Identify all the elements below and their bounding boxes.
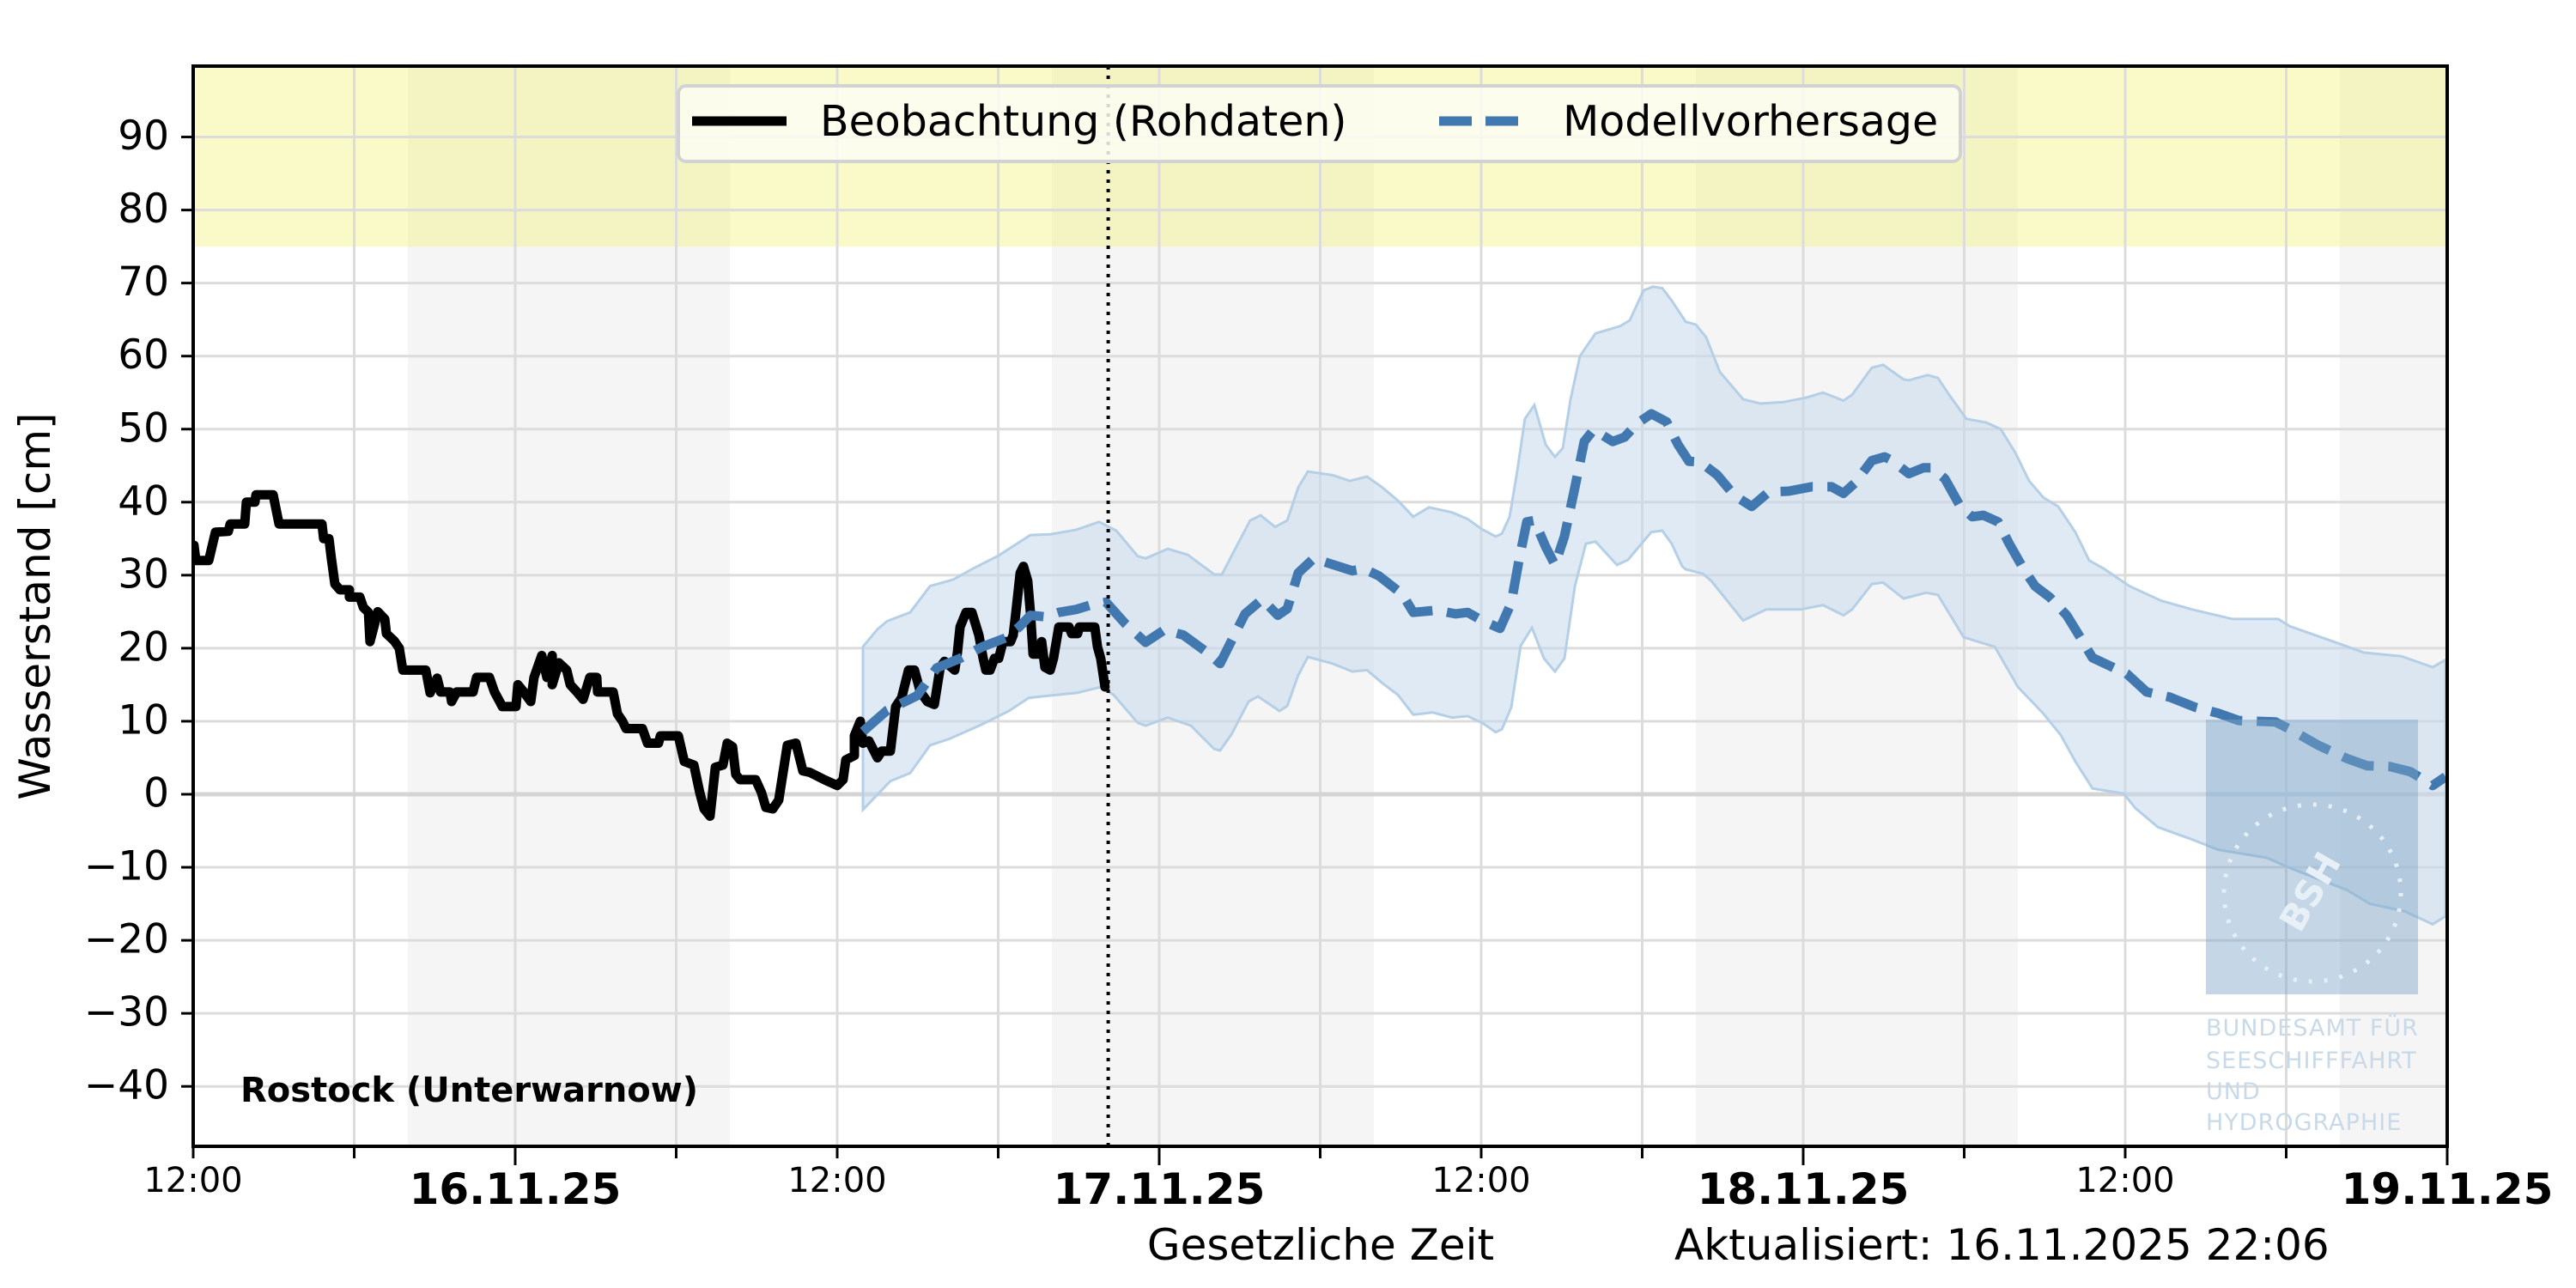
- y-axis-ticks: 90 80 70 60 50 40 30 20 10 0 −10 −20 −30 −40: [84, 112, 193, 1109]
- y-tick-label: 50: [118, 404, 169, 452]
- y-tick-label: 20: [118, 623, 169, 671]
- y-tick-label: −40: [84, 1062, 169, 1109]
- legend-label-forecast: Modellvorhersage: [1563, 97, 1938, 146]
- forecast-line: [860, 409, 2447, 791]
- legend-box: [677, 84, 1962, 163]
- x-date-label: 19.11.25: [2342, 1164, 2554, 1214]
- bsh-seal-icon: [2221, 802, 2403, 984]
- x-axis-ticks: 12:00 16.11.25 12:00 17.11.25 12:00 18.11.25 1…: [143, 1146, 2553, 1214]
- x-time-label: 12:00: [1431, 1161, 1530, 1200]
- bsh-text-line-3: UND: [2206, 1078, 2261, 1105]
- x-date-label: 17.11.25: [1054, 1164, 1266, 1214]
- y-tick-label: 10: [118, 696, 169, 744]
- x-date-label: 16.11.25: [410, 1164, 622, 1214]
- y-tick-label: −10: [84, 843, 169, 890]
- x-axis-label: Gesetzliche Zeit: [1147, 1220, 1494, 1270]
- y-tick-label: 30: [118, 550, 169, 598]
- y-tick-label: 70: [118, 258, 169, 306]
- plot-area: BSH BUNDESAMT FÜR SEESCHIFFFAHRT UND HYD…: [193, 66, 2447, 1146]
- bsh-watermark: BSH BUNDESAMT FÜR SEESCHIFFFAHRT UND HYD…: [2206, 720, 2419, 1136]
- bsh-text-line-4: HYDROGRAPHIE: [2206, 1109, 2402, 1136]
- y-tick-label: 0: [143, 770, 169, 817]
- night-band-warning-overlay: [2340, 66, 2447, 246]
- station-label: Rostock (Unterwarnow): [240, 1071, 698, 1110]
- updated-timestamp: Aktualisiert: 16.11.2025 22:06: [1674, 1220, 2330, 1270]
- x-date-label: 18.11.25: [1698, 1164, 1910, 1214]
- y-tick-label: −30: [84, 989, 169, 1036]
- y-tick-label: 80: [118, 185, 169, 233]
- y-tick-label: 60: [118, 331, 169, 379]
- x-time-label: 12:00: [787, 1161, 886, 1200]
- y-tick-label: 40: [118, 477, 169, 525]
- x-time-label: 12:00: [2075, 1161, 2174, 1200]
- bsh-text-line-2: SEESCHIFFFAHRT: [2206, 1048, 2417, 1074]
- bsh-text-line-1: BUNDESAMT FÜR: [2206, 1014, 2419, 1042]
- y-tick-label: −20: [84, 916, 169, 963]
- observation-line: [193, 489, 1110, 821]
- y-tick-label: 90: [118, 112, 169, 160]
- legend-label-observation: Beobachtung (Rohdaten): [820, 97, 1347, 146]
- x-time-label: 12:00: [143, 1161, 242, 1200]
- y-axis-label: Wasserstand [cm]: [10, 412, 60, 799]
- legend: Beobachtung (Rohdaten) Modellvorhersage: [677, 84, 1962, 163]
